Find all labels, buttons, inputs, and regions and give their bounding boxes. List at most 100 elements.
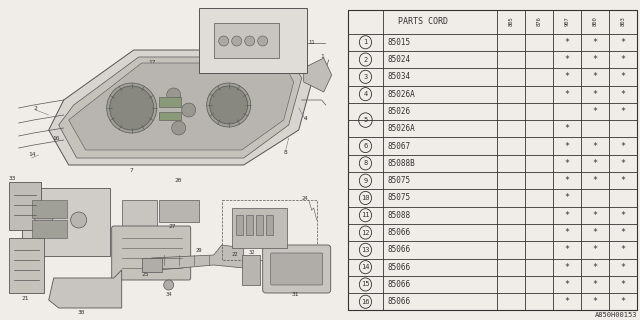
FancyBboxPatch shape xyxy=(159,200,198,222)
Text: PARTS CORD: PARTS CORD xyxy=(397,17,448,26)
Circle shape xyxy=(164,280,173,290)
Circle shape xyxy=(244,36,255,46)
Text: *: * xyxy=(593,211,598,220)
Text: 10: 10 xyxy=(252,127,259,132)
Text: 907: 907 xyxy=(564,17,570,27)
Text: 2: 2 xyxy=(34,106,38,110)
FancyBboxPatch shape xyxy=(159,112,180,120)
Text: 26: 26 xyxy=(114,282,121,286)
Text: *: * xyxy=(593,176,598,185)
Text: *: * xyxy=(564,176,570,185)
Bar xyxy=(9,238,44,293)
Text: 9: 9 xyxy=(267,106,271,110)
Text: 20: 20 xyxy=(175,178,182,182)
Text: 85024: 85024 xyxy=(387,55,410,64)
Text: *: * xyxy=(564,194,570,203)
Text: 21: 21 xyxy=(22,295,29,300)
Text: 10: 10 xyxy=(361,195,370,201)
Polygon shape xyxy=(59,57,301,158)
Text: *: * xyxy=(621,159,625,168)
Text: 34: 34 xyxy=(166,292,172,298)
Text: 22: 22 xyxy=(232,252,238,258)
Text: 5: 5 xyxy=(364,117,367,123)
Bar xyxy=(22,188,109,256)
Text: 2: 2 xyxy=(364,57,367,62)
Text: *: * xyxy=(593,245,598,254)
Text: *: * xyxy=(621,141,625,150)
Text: 12: 12 xyxy=(361,229,370,236)
Text: 30: 30 xyxy=(78,309,86,315)
Circle shape xyxy=(109,86,154,130)
Text: 24: 24 xyxy=(301,196,308,201)
Text: 1: 1 xyxy=(320,54,324,60)
Text: 17: 17 xyxy=(148,60,156,66)
Text: *: * xyxy=(621,55,625,64)
Text: *: * xyxy=(593,228,598,237)
Text: *: * xyxy=(593,297,598,306)
Text: *: * xyxy=(593,280,598,289)
Text: 876: 876 xyxy=(536,17,541,27)
Text: 3: 3 xyxy=(22,260,26,265)
Text: *: * xyxy=(564,263,570,272)
FancyBboxPatch shape xyxy=(141,258,162,272)
Circle shape xyxy=(166,88,180,102)
Text: 85088B: 85088B xyxy=(387,159,415,168)
Text: 85034: 85034 xyxy=(387,72,410,81)
Text: 28: 28 xyxy=(122,229,129,235)
Bar xyxy=(232,208,287,248)
Text: 13: 13 xyxy=(361,247,370,253)
Text: A850H00153: A850H00153 xyxy=(595,312,637,318)
Text: 27: 27 xyxy=(169,223,176,228)
Text: 4: 4 xyxy=(364,91,367,97)
Text: 16: 16 xyxy=(52,135,60,140)
FancyBboxPatch shape xyxy=(266,215,273,235)
Text: 6: 6 xyxy=(364,143,367,149)
Text: 85066: 85066 xyxy=(387,245,410,254)
Bar xyxy=(9,182,41,230)
Text: 11: 11 xyxy=(361,212,370,218)
Bar xyxy=(221,200,317,260)
FancyBboxPatch shape xyxy=(256,215,262,235)
Circle shape xyxy=(210,86,248,124)
Text: *: * xyxy=(593,38,598,47)
Text: 33: 33 xyxy=(9,175,16,180)
Text: 12: 12 xyxy=(200,11,207,15)
Bar xyxy=(122,200,157,228)
Text: *: * xyxy=(621,72,625,81)
Text: 85066: 85066 xyxy=(387,263,410,272)
Text: 85066: 85066 xyxy=(387,280,410,289)
Text: *: * xyxy=(564,228,570,237)
Text: 85066: 85066 xyxy=(387,228,410,237)
Text: 7: 7 xyxy=(130,167,134,172)
FancyBboxPatch shape xyxy=(271,253,323,285)
Text: 15: 15 xyxy=(361,282,370,287)
Text: *: * xyxy=(564,124,570,133)
FancyBboxPatch shape xyxy=(112,226,191,280)
FancyBboxPatch shape xyxy=(246,215,253,235)
Text: 14: 14 xyxy=(28,153,35,157)
Text: 3: 3 xyxy=(364,74,367,80)
Text: *: * xyxy=(564,38,570,47)
Text: 85067: 85067 xyxy=(387,141,410,150)
Text: *: * xyxy=(621,211,625,220)
Text: *: * xyxy=(564,72,570,81)
Text: 8: 8 xyxy=(364,160,367,166)
Circle shape xyxy=(232,36,242,46)
Text: *: * xyxy=(564,211,570,220)
Text: *: * xyxy=(621,90,625,99)
Text: 16: 16 xyxy=(361,299,370,305)
Polygon shape xyxy=(304,58,332,92)
FancyBboxPatch shape xyxy=(262,245,331,293)
Text: 85026A: 85026A xyxy=(387,90,415,99)
Text: 803: 803 xyxy=(621,17,625,27)
Text: *: * xyxy=(621,107,625,116)
Text: *: * xyxy=(564,159,570,168)
Circle shape xyxy=(258,36,268,46)
Text: *: * xyxy=(564,297,570,306)
Text: 805: 805 xyxy=(509,17,514,27)
FancyBboxPatch shape xyxy=(32,220,67,238)
Circle shape xyxy=(70,212,86,228)
Text: 25: 25 xyxy=(141,273,149,277)
Text: 31: 31 xyxy=(292,292,300,298)
Text: 8: 8 xyxy=(284,149,287,155)
